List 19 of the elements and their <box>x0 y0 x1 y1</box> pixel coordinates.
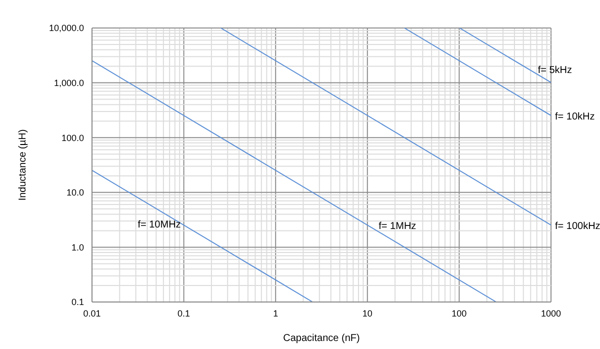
x-tick-label: 100 <box>452 308 467 318</box>
x-tick-label: 0.1 <box>178 308 190 318</box>
y-axis-title: Inductance (µH) <box>18 129 29 201</box>
annotation: f= 1MHz <box>378 221 416 232</box>
y-tick-label: 100.0 <box>61 132 84 143</box>
y-tick-label: 10.0 <box>66 188 84 198</box>
y-tick-label: 1,000.0 <box>54 78 84 88</box>
annotation: f= 10kHz <box>555 111 595 122</box>
annotation: f= 5kHz <box>538 64 572 76</box>
y-tick-label: 10,000.0 <box>48 23 84 34</box>
x-tick-label: 0.01 <box>83 308 101 318</box>
y-tick-label: 1.0 <box>71 242 84 252</box>
x-tick-label: 10 <box>362 308 372 318</box>
x-axis-title: Capacitance (nF) <box>283 333 360 344</box>
annotation: f= 100kHz <box>555 221 600 232</box>
annotation: f= 10MHz <box>138 220 181 231</box>
y-tick-label: 0.1 <box>71 297 84 308</box>
x-tick-label: 1 <box>273 308 278 318</box>
x-tick-label: 1000 <box>540 308 562 318</box>
